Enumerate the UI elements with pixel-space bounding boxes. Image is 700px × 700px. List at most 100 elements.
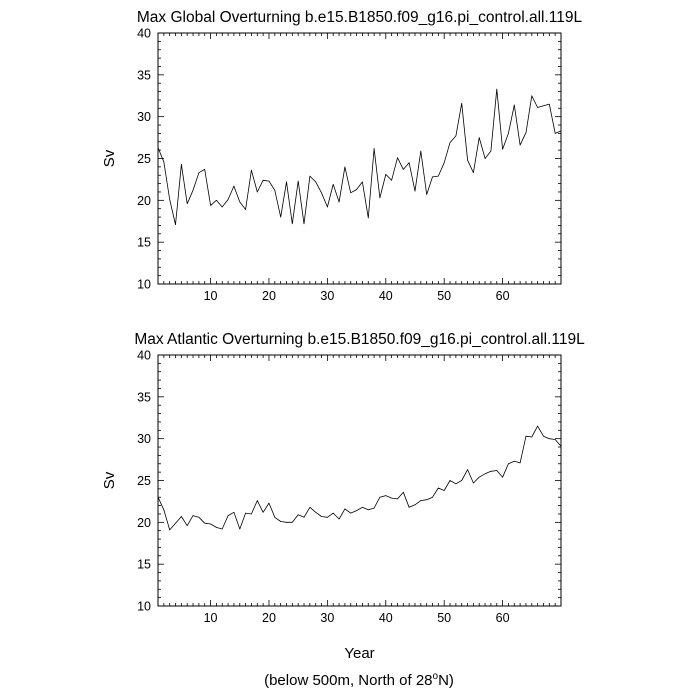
global-overturning-panel: Max Global Overturning b.e15.B1850.f09_g… [101,9,582,303]
data-point [513,104,515,106]
data-point [391,497,392,499]
data-point [251,513,252,515]
x-tick-label: 60 [496,611,510,625]
data-point [560,445,562,447]
data-point [256,500,258,501]
x-tick-label: 30 [320,611,334,625]
data-point [350,192,352,194]
data-point [549,438,550,439]
data-point [280,521,281,522]
data-point [531,95,533,97]
data-point [490,150,492,152]
x-tick-label: 40 [379,289,393,303]
y-tick-label: 40 [137,27,151,41]
data-point [432,496,433,498]
y-tick-label: 20 [137,194,151,208]
data-point [537,425,538,427]
data-point [502,476,503,478]
data-point [163,509,165,511]
x-tick-label: 30 [320,289,334,303]
data-point [391,179,392,181]
data-point [286,181,287,183]
data-point [356,510,357,511]
y-axis-label: Sv [101,471,118,489]
y-axis-label: Sv [101,149,118,167]
data-point [414,504,416,506]
data-point [537,107,538,108]
data-point [502,148,503,150]
x-tick-label: 50 [437,289,451,303]
data-point [461,480,463,481]
data-point [490,470,492,472]
data-point [367,509,369,511]
data-point [227,199,229,200]
data-point [216,200,217,201]
plot-frame [157,32,562,285]
data-point [373,507,375,509]
data-point [262,511,264,513]
data-point [385,495,387,496]
data-point [519,144,521,146]
data-point [443,162,445,163]
data-point [484,473,486,475]
data-point [379,496,381,498]
data-point [186,525,188,526]
data-point [478,137,480,138]
data-point [443,490,445,491]
data-point [210,523,211,525]
data-point [274,517,276,518]
data-point [344,508,346,510]
data-point [432,176,433,178]
data-point [525,435,527,437]
data-point [455,135,457,137]
data-point [280,216,281,218]
plot-frame [157,354,562,607]
data-point [327,517,328,518]
data-point [268,180,270,182]
data-point [554,133,556,134]
data-point [327,206,328,208]
data-point [169,199,170,200]
data-point [192,515,194,516]
y-tick-label: 40 [137,349,151,363]
data-point [449,480,451,481]
x-tick-label: 20 [262,611,276,625]
series-line [157,88,562,226]
chart-title: Max Global Overturning b.e15.B1850.f09_g… [137,9,583,26]
data-point [198,517,200,518]
data-point [373,148,375,149]
data-point [175,224,176,225]
data-point [157,496,159,498]
data-point [473,482,474,484]
data-point [508,133,509,134]
x-axis-label: Year [344,645,374,662]
x-tick-label: 60 [496,289,510,303]
data-point [303,517,305,518]
data-point [385,174,387,175]
data-point [332,512,334,514]
data-point [204,522,206,524]
data-point [309,175,311,177]
data-point [420,500,422,501]
data-point [531,436,533,438]
data-point [303,223,305,225]
data-point [484,158,486,159]
data-point [525,132,527,133]
data-point [356,189,357,190]
data-point [297,514,299,516]
series-line [157,425,562,531]
data-point [473,172,474,174]
data-point [239,528,241,530]
data-point [245,512,246,514]
data-point [426,194,427,195]
data-point [292,522,293,523]
data-point [478,476,480,478]
x-tick-label: 40 [379,611,393,625]
data-point [408,162,410,163]
y-tick-label: 30 [137,432,151,446]
data-point [438,487,439,489]
data-point [245,209,246,210]
data-point [403,491,404,493]
data-point [221,206,223,208]
